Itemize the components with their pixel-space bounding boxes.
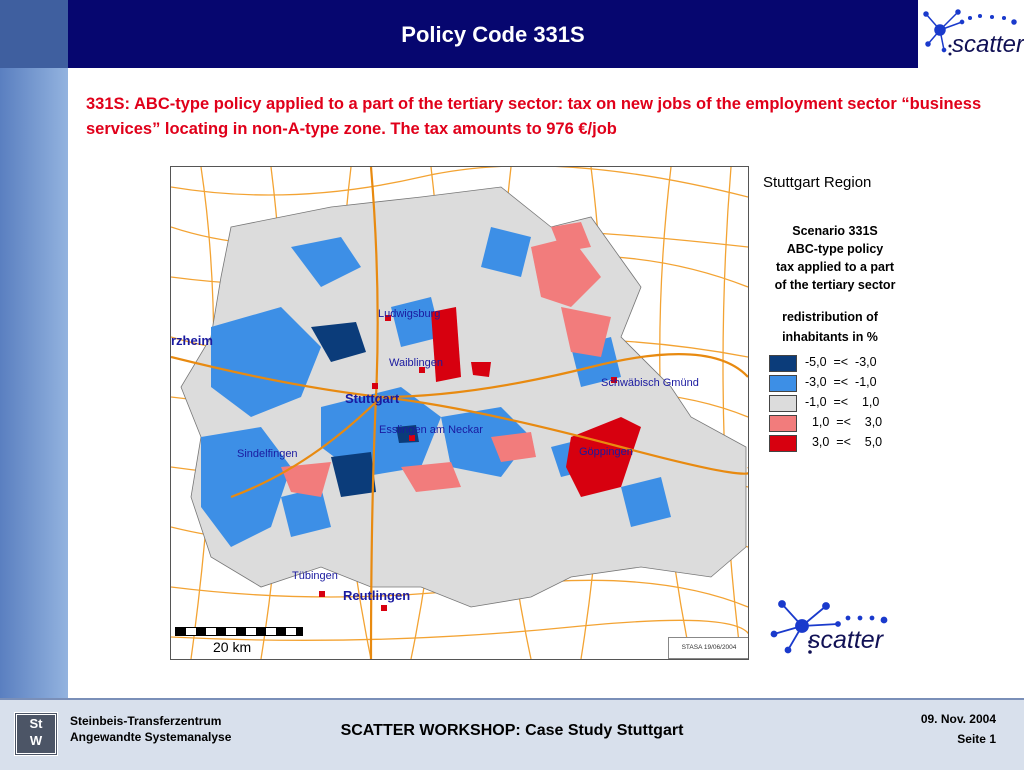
city-label-reutlingen: Reutlingen [343, 588, 411, 603]
stw-logo: St W [14, 712, 58, 756]
scale-bar [175, 627, 303, 636]
footer-bar: St W Steinbeis-Transferzentrum Angewandt… [0, 698, 1024, 770]
redistribution-line: redistribution of [782, 310, 878, 324]
legend-range: -5,0 =< -3,0 [805, 355, 877, 369]
redistribution-line: inhabitants in % [782, 330, 878, 344]
scatter-star-icon [923, 9, 1017, 56]
scatter-logo-top: scatter [918, 0, 1024, 68]
region-title: Stuttgart Region [763, 174, 872, 191]
scenario-line: ABC-type policy [786, 242, 884, 256]
header-bar: Policy Code 331S [68, 0, 918, 68]
scatter-star-icon [770, 600, 888, 654]
source-stamp: STASA 19/06/2004 [668, 637, 748, 659]
city-label-pforzheim: rzheim [171, 333, 213, 348]
stw-logo-letters-top: St [29, 716, 43, 731]
legend-range: -3,0 =< -1,0 [805, 375, 877, 389]
legend-swatch [769, 415, 797, 432]
footer-date: 09. Nov. 2004 [920, 712, 996, 726]
slide-title: Policy Code 331S [401, 22, 585, 47]
city-label-ludwigsburg: Ludwigsburg [378, 308, 441, 320]
scenario-line: Scenario 331S [792, 224, 878, 238]
legend-swatch [769, 355, 797, 372]
scale-label: 20 km [213, 639, 252, 655]
policy-description: 331S: ABC-type policy applied to a part … [86, 95, 982, 138]
left-decor-bar [0, 0, 68, 698]
legend-range: 3,0 =< 5,0 [805, 435, 883, 449]
left-decor-block [0, 0, 68, 68]
page-number: Seite 1 [957, 732, 996, 746]
city-label-waiblingen: Waiblingen [389, 357, 444, 369]
scenario-line: tax applied to a part [775, 260, 895, 274]
legend-range: 1,0 =< 3,0 [805, 415, 883, 429]
city-label-schwaebisch-gmuend: Schwäbisch Gmünd [601, 377, 699, 389]
legend-swatch [769, 395, 797, 412]
legend-range: -1,0 =< 1,0 [805, 395, 880, 409]
stw-logo-letters-bottom: W [29, 733, 43, 748]
scenario-line: of the tertiary sector [774, 278, 896, 292]
legend-swatch [769, 435, 797, 452]
region-map: rzheim Ludwigsburg Waiblingen Stuttgart … [170, 166, 749, 660]
scatter-logo-text: scatter [808, 626, 884, 654]
org-name-line2: Angewandte Systemanalyse [70, 730, 232, 744]
city-label-tuebingen: Tübingen [292, 570, 338, 582]
org-name-line1: Steinbeis-Transferzentrum [70, 714, 222, 728]
city-label-stuttgart: Stuttgart [345, 391, 400, 406]
city-label-goeppingen: Göppingen [579, 446, 633, 458]
city-label-sindelfingen: Sindelfingen [237, 448, 298, 460]
map-graphic [171, 167, 748, 659]
scatter-logo-text: scatter [952, 31, 1024, 58]
city-label-esslingen: Esslingen am Neckar [379, 424, 483, 436]
scatter-logo-bottom: scatter [768, 598, 908, 660]
legend-swatch [769, 375, 797, 392]
footer-title: SCATTER WORKSHOP: Case Study Stuttgart [340, 722, 684, 739]
